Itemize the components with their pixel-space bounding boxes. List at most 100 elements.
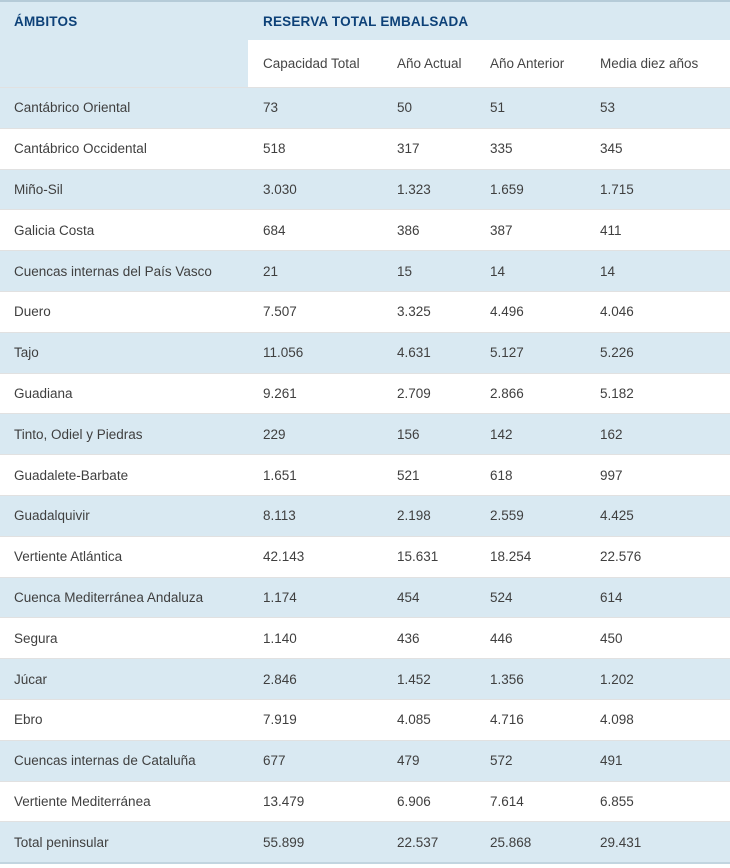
table-body: Cantábrico Oriental 73 50 51 53 Cantábri… bbox=[0, 87, 730, 863]
row-label: Galicia Costa bbox=[14, 222, 95, 238]
cell-capacidad-total: 1.140 bbox=[263, 630, 297, 646]
cell-ano-anterior: 1.659 bbox=[490, 181, 524, 197]
cell-capacidad-total: 13.479 bbox=[263, 793, 305, 809]
cell-media-diez-anos: 6.855 bbox=[600, 793, 634, 809]
cell-media-diez-anos: 4.046 bbox=[600, 304, 634, 320]
column-header-media-diez-anos: Media diez años bbox=[585, 40, 730, 87]
row-label: Cuencas internas del País Vasco bbox=[14, 263, 212, 279]
row-label: Total peninsular bbox=[14, 834, 109, 850]
cell-media-diez-anos: 14 bbox=[600, 263, 616, 279]
cell-capacidad-total: 1.651 bbox=[263, 467, 297, 483]
cell-capacidad-total: 684 bbox=[263, 222, 286, 238]
row-label: Vertiente Mediterránea bbox=[14, 793, 151, 809]
table-row: Tinto, Odiel y Piedras 229 156 142 162 bbox=[0, 413, 730, 455]
subheader-corner-spacer bbox=[0, 40, 248, 87]
table-row: Total peninsular 55.899 22.537 25.868 29… bbox=[0, 821, 730, 863]
row-label: Tinto, Odiel y Piedras bbox=[14, 426, 143, 442]
cell-ano-anterior: 618 bbox=[490, 467, 513, 483]
cell-media-diez-anos: 4.098 bbox=[600, 712, 634, 728]
cell-ano-anterior: 142 bbox=[490, 426, 513, 442]
cell-capacidad-total: 518 bbox=[263, 141, 286, 157]
row-label: Tajo bbox=[14, 345, 39, 361]
column-header-capacidad-total: Capacidad Total bbox=[248, 40, 382, 87]
cell-ano-actual: 2.709 bbox=[397, 385, 431, 401]
cell-ano-actual: 15.631 bbox=[397, 549, 439, 565]
cell-media-diez-anos: 450 bbox=[600, 630, 623, 646]
cell-media-diez-anos: 53 bbox=[600, 100, 616, 116]
row-label: Cuenca Mediterránea Andaluza bbox=[14, 589, 204, 605]
cell-ano-actual: 454 bbox=[397, 589, 420, 605]
column-header-ano-actual: Año Actual bbox=[382, 40, 475, 87]
cell-ano-actual: 521 bbox=[397, 467, 420, 483]
cell-ano-actual: 156 bbox=[397, 426, 420, 442]
table-header-row: ÁMBITOS RESERVA TOTAL EMBALSADA bbox=[0, 2, 730, 40]
row-label: Guadalete-Barbate bbox=[14, 467, 129, 483]
cell-media-diez-anos: 997 bbox=[600, 467, 623, 483]
cell-ano-anterior: 51 bbox=[490, 100, 506, 116]
cell-capacidad-total: 1.174 bbox=[263, 589, 297, 605]
cell-capacidad-total: 73 bbox=[263, 100, 279, 116]
table-row: Cuencas internas del País Vasco 21 15 14… bbox=[0, 250, 730, 291]
column-header-ano-anterior: Año Anterior bbox=[475, 40, 585, 87]
cell-ano-anterior: 4.496 bbox=[490, 304, 524, 320]
cell-ano-actual: 1.452 bbox=[397, 671, 431, 687]
cell-capacidad-total: 677 bbox=[263, 753, 286, 769]
cell-ano-anterior: 25.868 bbox=[490, 834, 532, 850]
table-row: Guadiana 9.261 2.709 2.866 5.182 bbox=[0, 372, 730, 414]
table-row: Galicia Costa 684 386 387 411 bbox=[0, 209, 730, 251]
row-label: Júcar bbox=[14, 671, 48, 687]
table-row: Cantábrico Occidental 518 317 335 345 bbox=[0, 127, 730, 169]
ambitos-header: ÁMBITOS bbox=[14, 13, 78, 29]
table-row: Guadalquivir 8.113 2.198 2.559 4.425 bbox=[0, 494, 730, 536]
cell-capacidad-total: 3.030 bbox=[263, 181, 297, 197]
cell-capacidad-total: 55.899 bbox=[263, 834, 305, 850]
cell-ano-anterior: 446 bbox=[490, 630, 513, 646]
cell-ano-actual: 2.198 bbox=[397, 508, 431, 524]
cell-media-diez-anos: 29.431 bbox=[600, 834, 642, 850]
cell-ano-actual: 6.906 bbox=[397, 793, 431, 809]
cell-ano-anterior: 4.716 bbox=[490, 712, 524, 728]
cell-media-diez-anos: 411 bbox=[600, 222, 622, 238]
cell-media-diez-anos: 1.715 bbox=[600, 181, 634, 197]
table-row: Duero 7.507 3.325 4.496 4.046 bbox=[0, 290, 730, 332]
cell-capacidad-total: 2.846 bbox=[263, 671, 297, 687]
cell-media-diez-anos: 1.202 bbox=[600, 671, 634, 687]
cell-media-diez-anos: 345 bbox=[600, 141, 623, 157]
cell-ano-actual: 4.631 bbox=[397, 345, 431, 361]
cell-ano-actual: 4.085 bbox=[397, 712, 431, 728]
row-label: Duero bbox=[14, 304, 51, 320]
table-row: Tajo 11.056 4.631 5.127 5.226 bbox=[0, 331, 730, 373]
table-row: Júcar 2.846 1.452 1.356 1.202 bbox=[0, 658, 730, 699]
cell-ano-anterior: 18.254 bbox=[490, 549, 532, 565]
cell-capacidad-total: 21 bbox=[263, 263, 279, 279]
cell-capacidad-total: 9.261 bbox=[263, 385, 297, 401]
cell-ano-anterior: 7.614 bbox=[490, 793, 524, 809]
row-label: Cantábrico Oriental bbox=[14, 100, 131, 116]
cell-media-diez-anos: 491 bbox=[600, 753, 623, 769]
table-row: Miño-Sil 3.030 1.323 1.659 1.715 bbox=[0, 168, 730, 210]
cell-media-diez-anos: 5.182 bbox=[600, 385, 634, 401]
cell-ano-actual: 15 bbox=[397, 263, 413, 279]
cell-ano-anterior: 524 bbox=[490, 589, 513, 605]
cell-ano-actual: 317 bbox=[397, 141, 420, 157]
cell-media-diez-anos: 614 bbox=[600, 589, 623, 605]
cell-capacidad-total: 8.113 bbox=[263, 508, 296, 524]
table-row: Vertiente Atlántica 42.143 15.631 18.254… bbox=[0, 535, 730, 577]
cell-ano-actual: 1.323 bbox=[397, 181, 431, 197]
cell-ano-actual: 22.537 bbox=[397, 834, 439, 850]
cell-ano-anterior: 2.866 bbox=[490, 385, 524, 401]
cell-media-diez-anos: 162 bbox=[600, 426, 623, 442]
table-row: Cuencas internas de Cataluña 677 479 572… bbox=[0, 739, 730, 781]
cell-capacidad-total: 7.919 bbox=[263, 712, 297, 728]
row-label: Cantábrico Occidental bbox=[14, 141, 147, 157]
row-label: Miño-Sil bbox=[14, 181, 63, 197]
cell-media-diez-anos: 5.226 bbox=[600, 345, 634, 361]
cell-ano-anterior: 2.559 bbox=[490, 508, 524, 524]
table-row: Cantábrico Oriental 73 50 51 53 bbox=[0, 87, 730, 128]
row-label: Guadiana bbox=[14, 385, 73, 401]
row-label: Vertiente Atlántica bbox=[14, 549, 123, 565]
cell-ano-actual: 436 bbox=[397, 630, 420, 646]
reserva-total-group-header: RESERVA TOTAL EMBALSADA bbox=[263, 13, 469, 29]
cell-media-diez-anos: 22.576 bbox=[600, 549, 642, 565]
